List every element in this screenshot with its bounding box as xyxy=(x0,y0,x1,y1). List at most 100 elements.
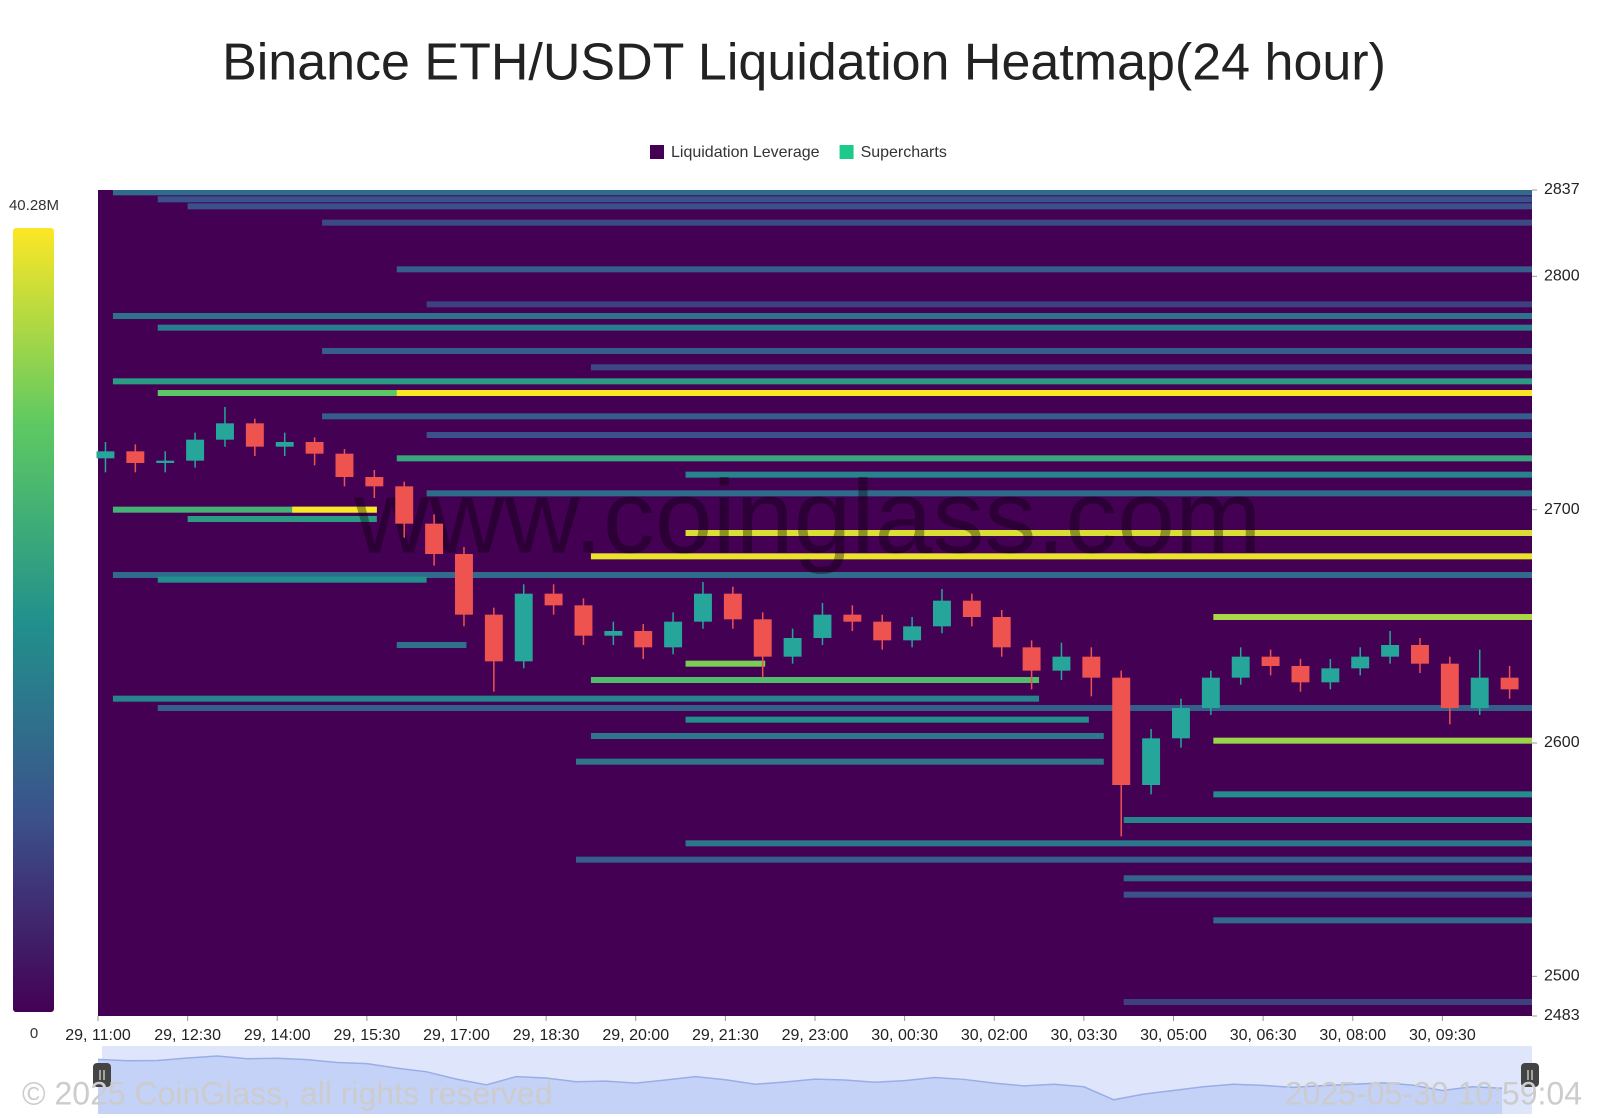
x-tick-label: 29, 11:00 xyxy=(65,1027,131,1044)
candle-body xyxy=(425,523,444,554)
candle-body xyxy=(335,453,354,477)
liquidation-band xyxy=(322,219,1532,226)
candle-body xyxy=(783,638,802,657)
x-tick-label: 30, 03:30 xyxy=(1051,1027,1118,1044)
liquidation-band xyxy=(396,266,1532,273)
liquidation-band xyxy=(396,390,1532,396)
candle-body xyxy=(634,631,653,648)
candle-body xyxy=(574,605,593,636)
copyright: © 2025 CoinGlass, all rights reserved xyxy=(22,1075,552,1111)
liquidation-band xyxy=(187,203,1532,210)
candle-body xyxy=(1411,645,1429,664)
navigator-handle[interactable] xyxy=(1521,1063,1539,1087)
heatmap xyxy=(112,190,1532,1005)
candle-body xyxy=(1052,656,1071,671)
liquidation-band xyxy=(1123,875,1532,882)
candles xyxy=(96,407,1519,837)
watermark: www.coinglass.com xyxy=(353,459,1261,575)
candle-body xyxy=(1470,677,1489,708)
liquidation-band xyxy=(576,758,1104,765)
candle-body xyxy=(484,614,503,662)
y-tick-label: 2600 xyxy=(1544,734,1580,751)
colorbar-max-label: 40.28M xyxy=(9,197,59,214)
candle-body xyxy=(753,619,772,657)
candle-body xyxy=(664,621,683,648)
liquidation-band xyxy=(112,378,1532,385)
candle-body xyxy=(843,614,862,622)
liquidation-band xyxy=(157,324,1532,331)
liquidation-band xyxy=(1213,917,1532,924)
legend-swatch xyxy=(839,145,854,159)
candle-body xyxy=(1291,666,1310,683)
candle-body xyxy=(604,631,623,636)
liquidation-band xyxy=(590,364,1532,371)
x-tick-label: 29, 15:30 xyxy=(334,1027,401,1044)
x-tick-label: 29, 21:30 xyxy=(692,1027,759,1044)
candle-body xyxy=(305,442,324,454)
candle-body xyxy=(1440,663,1459,708)
navigator-line xyxy=(97,1055,1503,1101)
candle-body xyxy=(156,460,175,463)
candle-body xyxy=(544,593,563,606)
liquidation-band xyxy=(322,348,1532,354)
candle-body xyxy=(1082,656,1101,678)
chart-title: Binance ETH/USDT Liquidation Heatmap(24 … xyxy=(222,34,1386,92)
candle-body xyxy=(395,486,414,524)
timestamp: 2025-05-30 10:59:04 xyxy=(1285,1075,1582,1111)
candle-body xyxy=(1201,677,1220,708)
x-tick-label: 29, 20:00 xyxy=(602,1027,669,1044)
x-tick-label: 30, 06:30 xyxy=(1230,1027,1297,1044)
x-tick-label: 29, 14:00 xyxy=(244,1027,311,1044)
x-tick-label: 30, 02:00 xyxy=(961,1027,1028,1044)
candle-body xyxy=(1321,668,1340,683)
liquidation-band xyxy=(426,490,1532,497)
candle-body xyxy=(1500,677,1519,690)
candle-body xyxy=(723,593,742,620)
liquidation-band xyxy=(685,471,1532,478)
navigator-handle[interactable] xyxy=(93,1063,111,1087)
y-tick-label: 2700 xyxy=(1544,501,1580,518)
liquidation-band xyxy=(685,840,1532,847)
liquidation-band xyxy=(396,455,1532,462)
candle-body xyxy=(514,593,533,662)
x-tick-label: 30, 09:30 xyxy=(1409,1027,1476,1044)
axes: 2483 2500 2600 2700 2800 2837 29, 11:00 29, 12:… xyxy=(9,181,1580,1044)
liquidation-band xyxy=(187,516,377,522)
candle-body xyxy=(1231,656,1250,678)
candle-body xyxy=(1022,647,1041,671)
navigator xyxy=(93,1046,1539,1114)
candle-body xyxy=(813,614,832,638)
candle-body xyxy=(873,621,892,641)
candle-body xyxy=(1112,677,1131,785)
liquidation-band xyxy=(685,660,766,667)
x-tick-label: 30, 00:30 xyxy=(871,1027,938,1044)
liquidation-band xyxy=(590,733,1104,739)
candle-body xyxy=(216,423,234,440)
candle-body xyxy=(96,451,115,459)
candle-body xyxy=(962,600,981,617)
y-tick-label: 2500 xyxy=(1544,968,1580,985)
liquidation-band xyxy=(112,190,1532,196)
liquidation-band xyxy=(1123,817,1532,823)
colorbar-min-label: 0 xyxy=(30,1025,38,1042)
liquidation-band xyxy=(426,432,1532,438)
legend-swatch xyxy=(650,145,664,159)
candle-body xyxy=(126,451,145,463)
legend-label: Supercharts xyxy=(861,144,947,161)
candle-body xyxy=(186,439,205,461)
candle-body xyxy=(1351,656,1370,669)
legend: Liquidation Leverage Supercharts xyxy=(650,144,947,161)
candle-body xyxy=(275,442,294,447)
x-tick-label: 30, 05:00 xyxy=(1140,1027,1207,1044)
liquidation-band xyxy=(157,705,1532,711)
liquidation-band xyxy=(1213,791,1532,798)
liquidation-band xyxy=(1123,999,1532,1005)
liquidation-band xyxy=(590,677,1040,683)
liquidation-band xyxy=(112,506,377,513)
candle-body xyxy=(1172,708,1190,739)
y-tick-label: 2483 xyxy=(1544,1007,1580,1024)
liquidation-band xyxy=(112,313,1532,319)
liquidation-band xyxy=(1213,737,1532,744)
candle-body xyxy=(455,554,473,615)
candle-body xyxy=(694,593,712,622)
